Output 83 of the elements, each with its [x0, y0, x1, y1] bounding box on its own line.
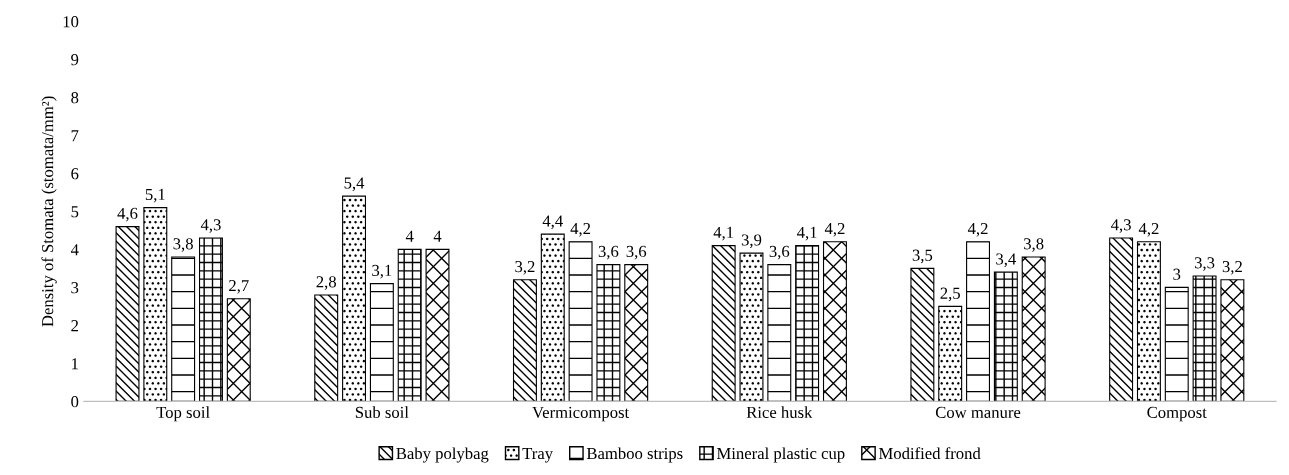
- data-label: 4: [433, 230, 442, 242]
- bar: [822, 241, 847, 402]
- x-tick-label: Vermicompost: [532, 406, 630, 422]
- data-label: 4,2: [570, 223, 591, 237]
- data-label: 3,2: [1222, 261, 1242, 275]
- y-tick-label: 7: [71, 130, 79, 142]
- y-tick-label: 6: [71, 168, 79, 180]
- data-label: 5,4: [344, 177, 365, 192]
- bar: [1192, 275, 1217, 402]
- y-tick-label: 0: [71, 396, 79, 408]
- bar: [143, 207, 168, 402]
- data-label: 4,3: [200, 219, 221, 233]
- bar: [397, 248, 422, 402]
- data-label: 4,1: [797, 226, 817, 241]
- y-tick-label: 2: [71, 320, 78, 332]
- data-label: 4,4: [542, 215, 563, 230]
- y-tick-label: 10: [63, 16, 79, 28]
- x-tick-label: Cow manure: [935, 406, 1021, 418]
- data-label: 4,2: [967, 223, 988, 237]
- y-tick-label: 4: [70, 244, 79, 256]
- bar: [342, 195, 367, 402]
- data-label: 2,7: [229, 280, 249, 294]
- data-label: 3,8: [173, 238, 193, 252]
- bar: [171, 256, 196, 402]
- bar: [938, 305, 963, 402]
- data-label: 3,6: [598, 245, 619, 260]
- legend-label: Modified frond: [878, 447, 981, 460]
- bar: [711, 245, 736, 402]
- y-tick-label: 9: [71, 54, 79, 66]
- y-tick-label: 5: [71, 206, 79, 218]
- bar: [1021, 256, 1046, 402]
- bar: [739, 252, 764, 402]
- legend-label: Tray: [522, 448, 553, 463]
- data-label: 3,5: [912, 249, 933, 264]
- y-axis-title: Density of Stomata (stomata/mm²): [41, 96, 57, 327]
- data-label: 3,4: [996, 253, 1017, 268]
- x-tick-label: Rice husk: [746, 406, 813, 418]
- data-label: 4,2: [1138, 223, 1159, 237]
- data-label: 4,2: [824, 223, 845, 237]
- data-label: 4,6: [117, 207, 138, 222]
- bar: [115, 226, 140, 402]
- bar: [993, 271, 1018, 402]
- data-label: 3,6: [769, 245, 790, 260]
- y-tick-label: 3: [71, 282, 79, 294]
- bar: [1136, 241, 1161, 402]
- legend-label: Baby polybag: [396, 447, 489, 463]
- bar: [1109, 237, 1134, 402]
- data-label: 3,1: [372, 264, 392, 279]
- bar: [198, 237, 223, 402]
- data-label: 3,8: [1024, 238, 1044, 252]
- bar: [568, 241, 593, 402]
- bar: [624, 264, 649, 402]
- data-label: 4,1: [713, 226, 734, 241]
- legend-label: Mineral plastic cup: [716, 447, 845, 463]
- bar: [966, 241, 991, 402]
- bar: [425, 248, 450, 402]
- bar: [767, 264, 792, 402]
- x-tick-label: Top soil: [156, 406, 210, 422]
- x-tick-label: Compost: [1147, 406, 1207, 422]
- bar: [1164, 286, 1189, 402]
- data-label: 3,9: [741, 234, 762, 249]
- bar: [910, 267, 935, 402]
- legend-label: Bamboo strips: [586, 447, 683, 463]
- data-label: 3,6: [626, 245, 647, 260]
- data-label: 3,2: [515, 261, 535, 275]
- y-tick-label: 1: [72, 358, 78, 370]
- data-label: 5,1: [145, 188, 165, 203]
- bar: [314, 294, 339, 402]
- bar: [369, 283, 394, 402]
- bar: [512, 279, 537, 402]
- data-label: 3,3: [1194, 257, 1215, 271]
- bar: [226, 298, 251, 402]
- x-tick-label: Sub soil: [355, 406, 409, 418]
- bar: [795, 245, 820, 402]
- data-label: 4: [405, 230, 414, 242]
- y-tick-label: 8: [71, 92, 79, 104]
- data-label: 2,8: [316, 276, 337, 290]
- data-label: 4,3: [1111, 219, 1131, 233]
- data-label: 2,5: [940, 287, 960, 302]
- data-label: 3: [1173, 268, 1181, 280]
- bar: [1220, 279, 1245, 402]
- bar: [540, 233, 565, 402]
- bar: [596, 264, 621, 402]
